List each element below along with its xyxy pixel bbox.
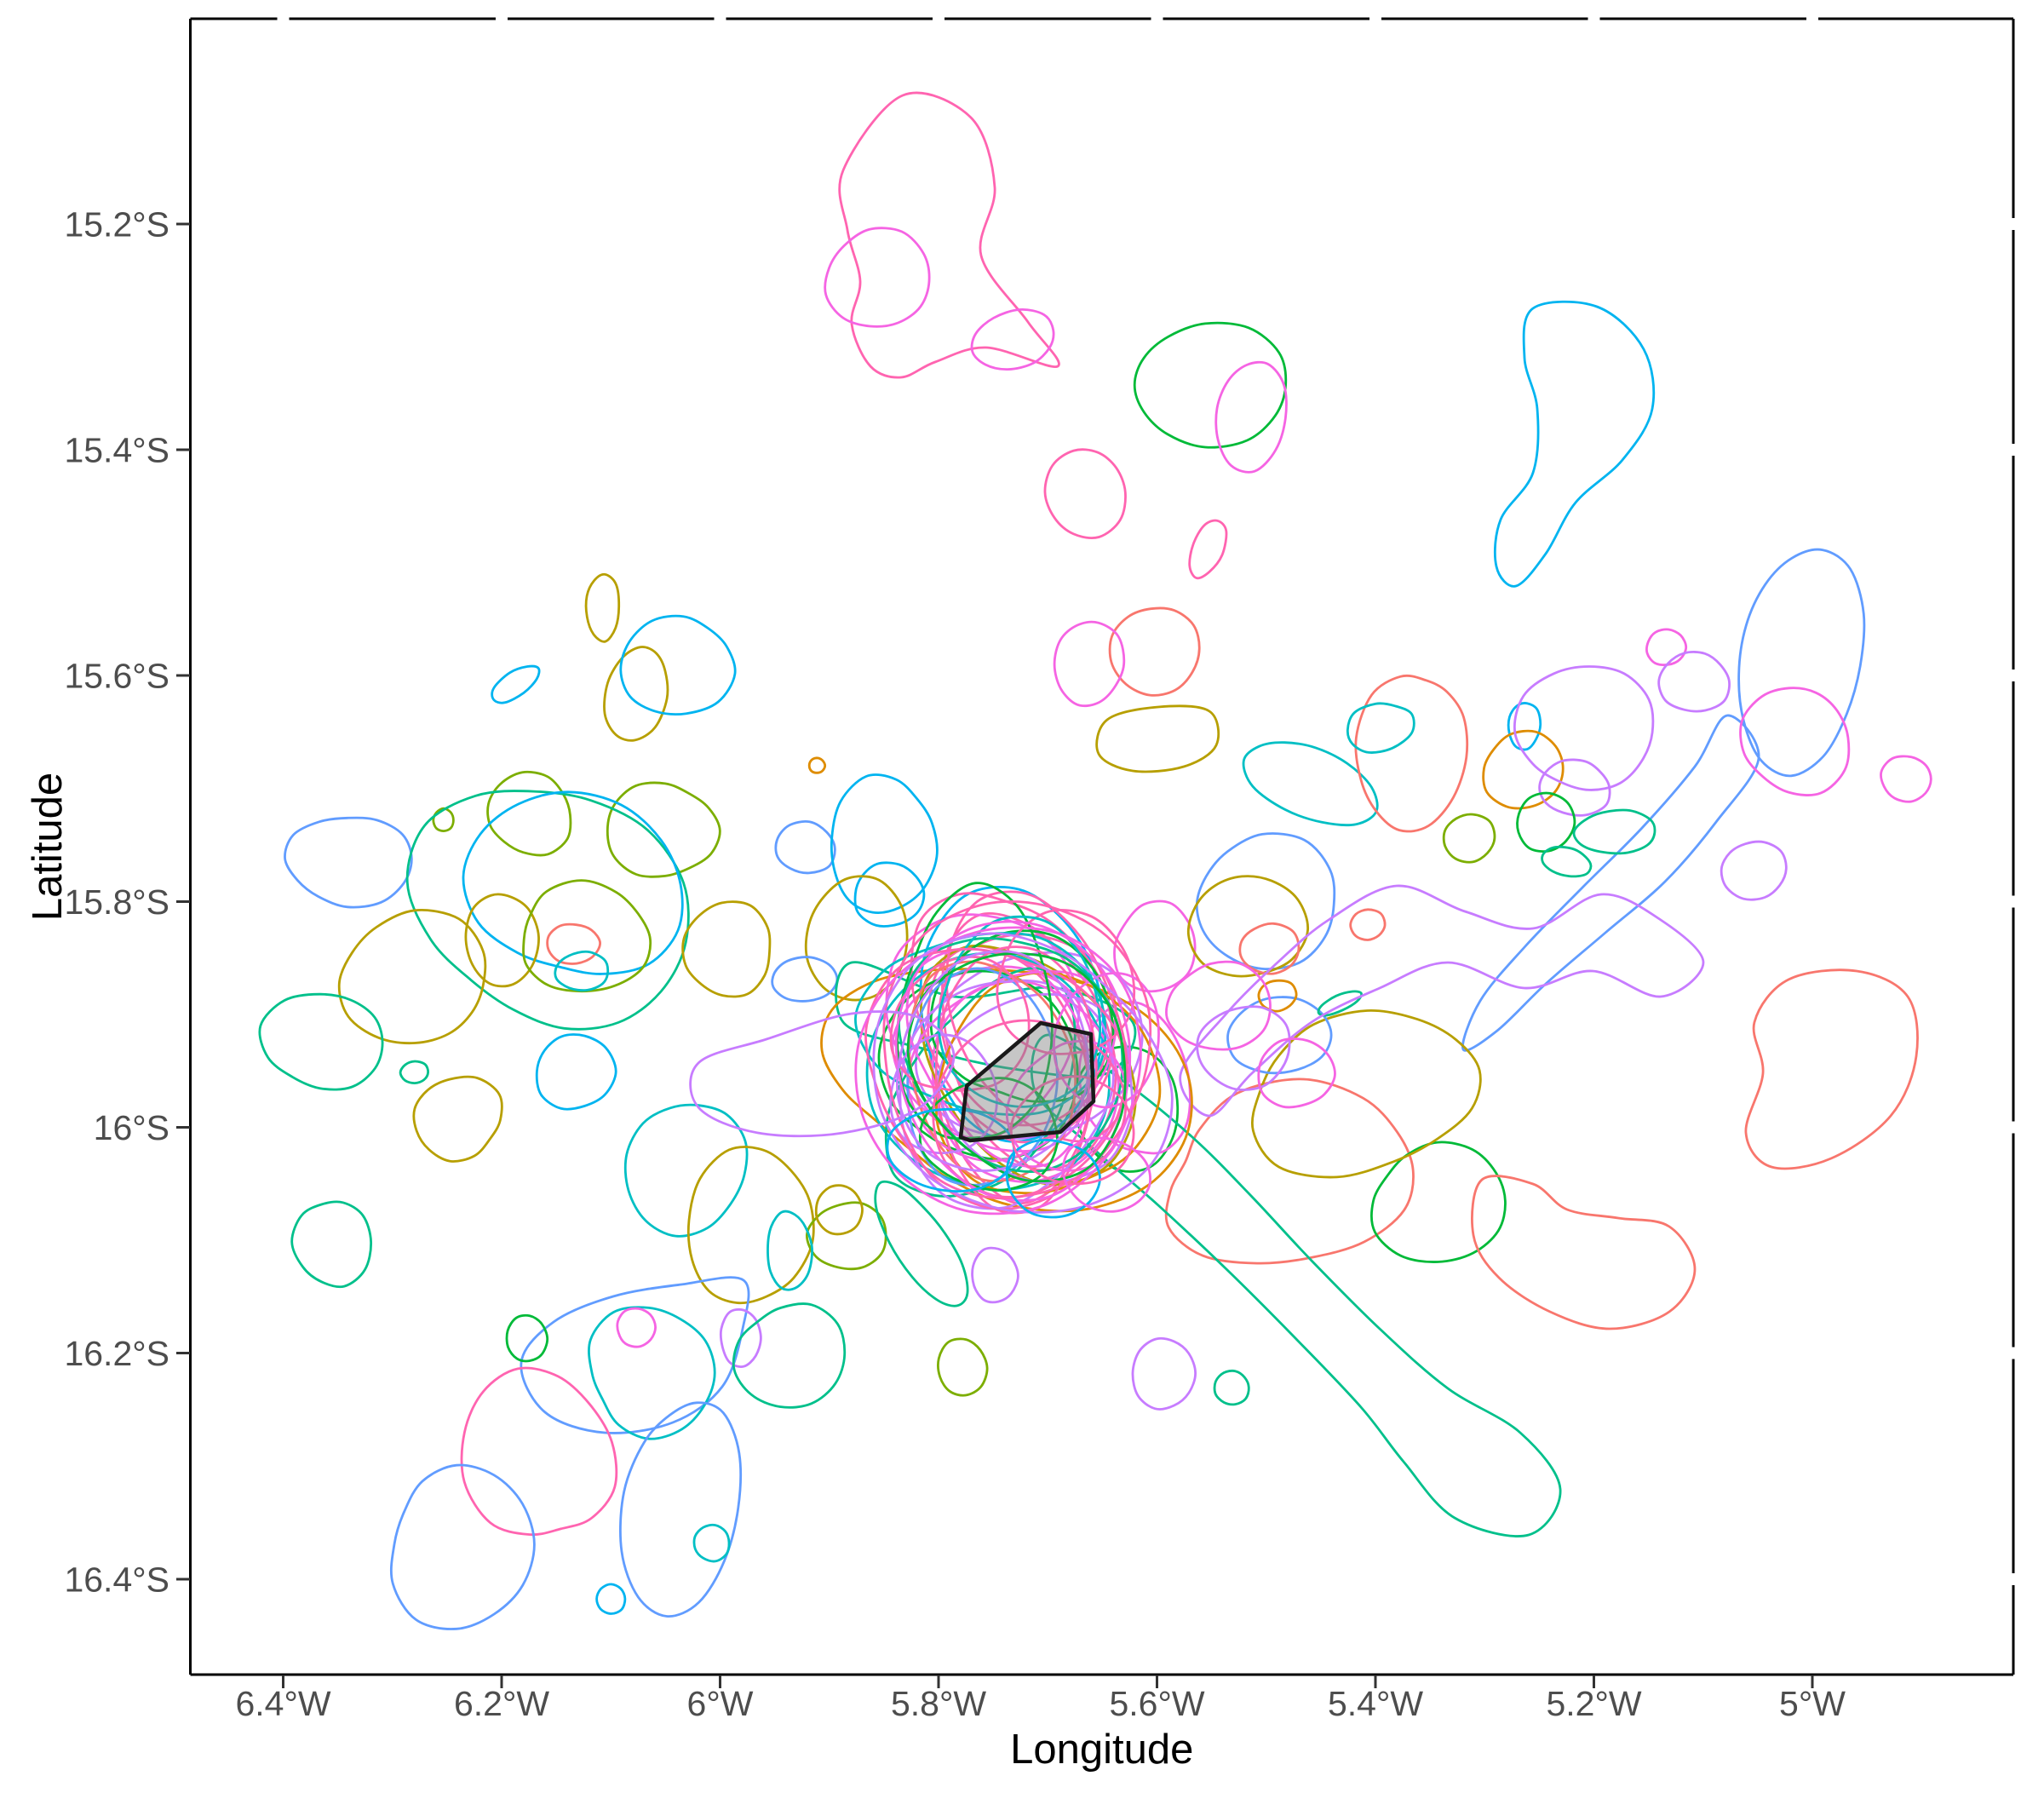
svg-text:5.8°W: 5.8°W — [891, 1684, 986, 1723]
svg-text:5°W: 5°W — [1779, 1684, 1846, 1723]
svg-text:6.4°W: 6.4°W — [235, 1684, 330, 1723]
svg-text:6.2°W: 6.2°W — [454, 1684, 549, 1723]
svg-text:5.2°W: 5.2°W — [1546, 1684, 1641, 1723]
svg-text:15.4°S: 15.4°S — [64, 431, 169, 470]
svg-text:15.6°S: 15.6°S — [64, 657, 169, 696]
svg-text:Longitude: Longitude — [1010, 1727, 1193, 1773]
svg-text:16°S: 16°S — [94, 1108, 169, 1147]
svg-text:15.8°S: 15.8°S — [64, 882, 169, 922]
svg-text:Latitude: Latitude — [25, 773, 71, 921]
svg-text:5.4°W: 5.4°W — [1328, 1684, 1423, 1723]
svg-text:6°W: 6°W — [687, 1684, 754, 1723]
svg-text:16.2°S: 16.2°S — [64, 1334, 169, 1373]
svg-text:16.4°S: 16.4°S — [64, 1560, 169, 1600]
svg-text:5.6°W: 5.6°W — [1109, 1684, 1204, 1723]
svg-text:15.2°S: 15.2°S — [64, 205, 169, 244]
